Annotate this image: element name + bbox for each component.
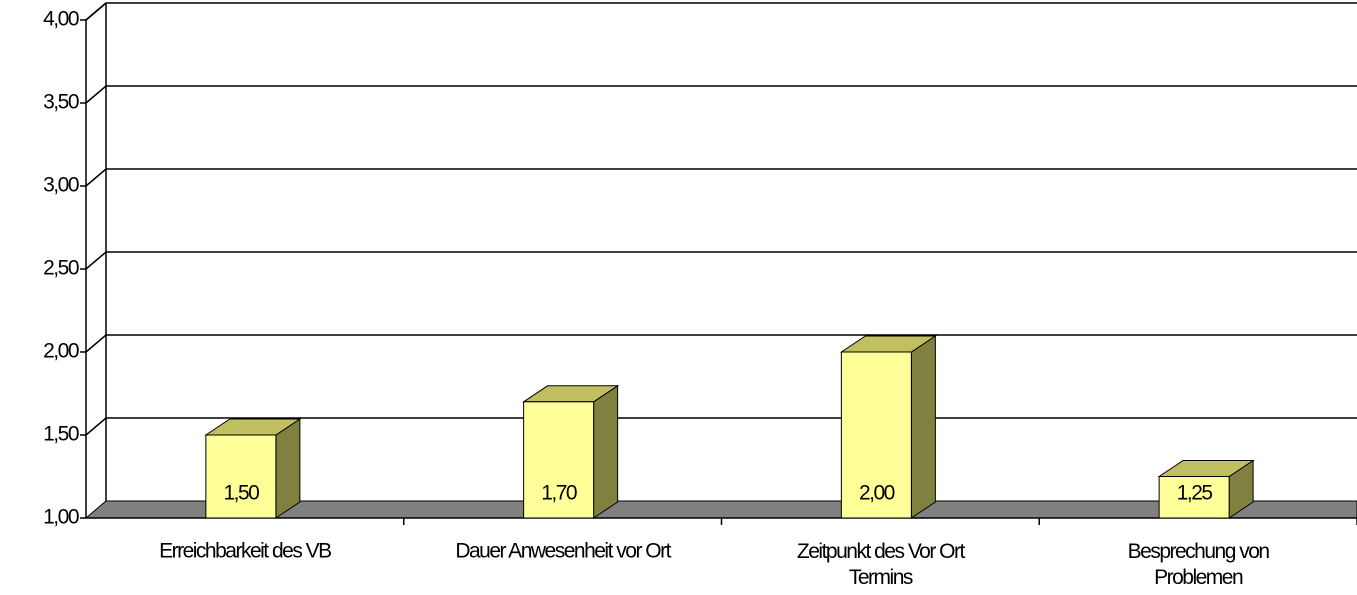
x-tick-label: Zeitpunkt des Vor Ort Termins <box>797 540 966 589</box>
grid-line <box>85 334 1357 353</box>
y-axis-depth <box>85 2 107 21</box>
bar <box>1158 476 1230 519</box>
y-tick-label: 3,50 <box>43 91 79 114</box>
y-tick-label: 4,00 <box>43 8 79 31</box>
bar-side <box>275 418 301 519</box>
y-tick-label: 1,00 <box>43 506 79 529</box>
x-tick-label: Erreichbarkeit des VB <box>159 540 331 563</box>
bar-side <box>593 384 619 519</box>
bar <box>205 434 277 519</box>
grid-line <box>85 417 1357 436</box>
y-tick-label: 2,50 <box>43 257 79 280</box>
grid-line <box>85 251 1357 270</box>
grid-line <box>85 168 1357 187</box>
y-tick-label: 1,50 <box>43 423 79 446</box>
grid-line <box>85 85 1357 104</box>
x-tick-label: Besprechung von Problemen <box>1128 540 1270 589</box>
value-label: 1,70 <box>541 482 577 505</box>
value-label: 1,50 <box>223 482 259 505</box>
y-tick-label: 2,00 <box>43 340 79 363</box>
y-tick-label: 3,00 <box>43 174 79 197</box>
x-tick-label: Dauer Anwesenheit vor Ort <box>455 540 671 563</box>
bar <box>840 351 912 519</box>
value-label: 2,00 <box>859 482 895 505</box>
bar <box>523 401 595 519</box>
bar-side <box>910 335 936 519</box>
value-label: 1,25 <box>1177 482 1213 505</box>
